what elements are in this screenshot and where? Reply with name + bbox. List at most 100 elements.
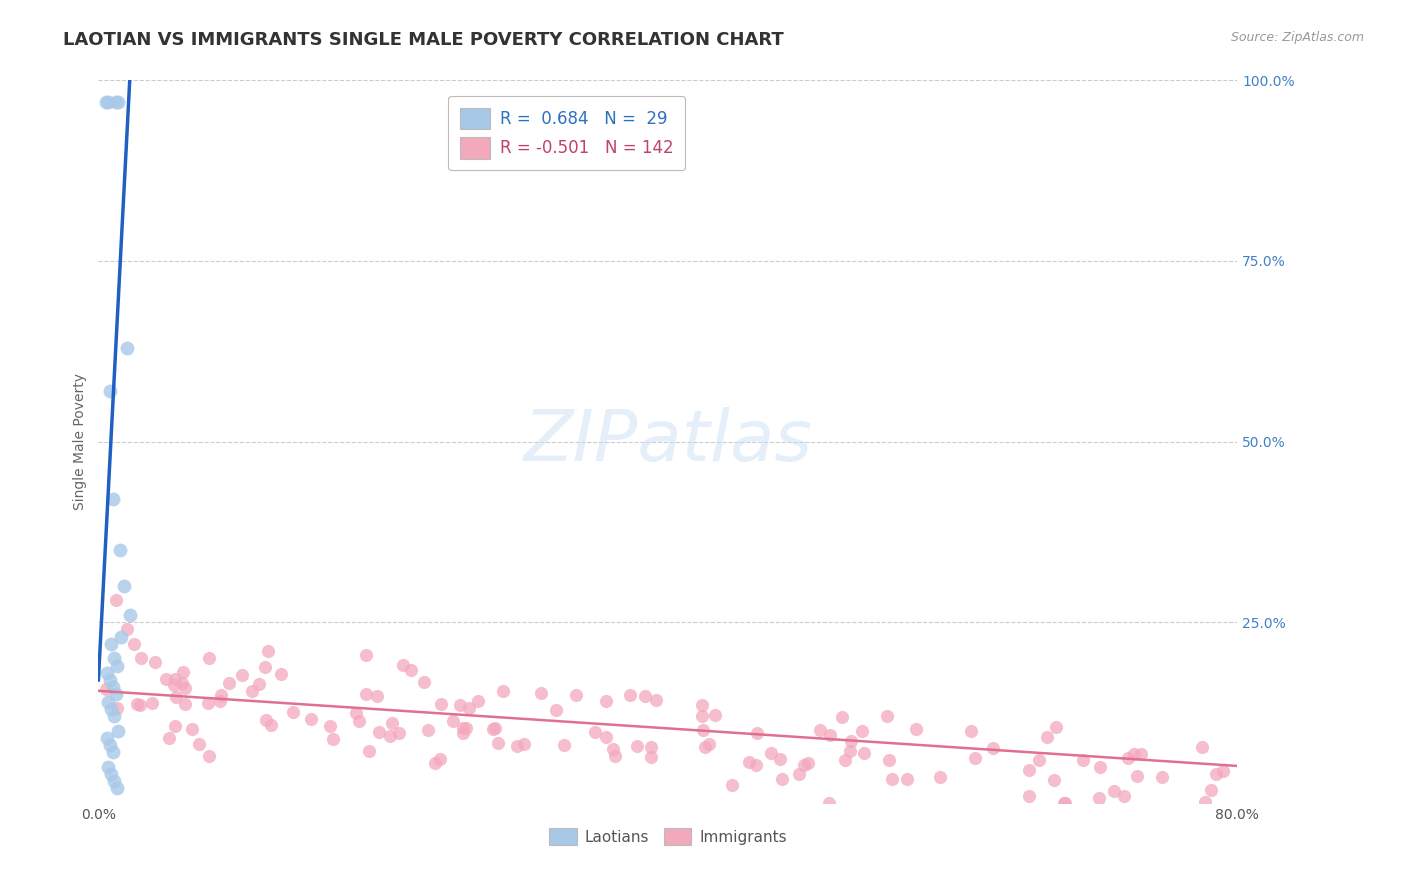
Point xyxy=(118,607,141,622)
Point xyxy=(98,738,121,752)
Point xyxy=(1043,772,1066,787)
Point xyxy=(834,753,856,767)
Point xyxy=(165,690,187,705)
Point xyxy=(1053,796,1076,810)
Point xyxy=(104,593,127,607)
Point xyxy=(423,756,446,770)
Point xyxy=(530,686,553,700)
Point xyxy=(820,728,842,742)
Point xyxy=(122,637,145,651)
Text: ZIPatlas: ZIPatlas xyxy=(523,407,813,476)
Point xyxy=(721,778,744,792)
Point xyxy=(98,673,121,687)
Point xyxy=(1102,783,1125,797)
Point xyxy=(851,723,873,738)
Point xyxy=(367,724,389,739)
Point xyxy=(105,781,128,796)
Point xyxy=(208,693,231,707)
Point xyxy=(96,681,118,696)
Point xyxy=(141,696,163,710)
Point xyxy=(876,708,898,723)
Point xyxy=(1125,769,1147,783)
Point xyxy=(197,651,219,665)
Point xyxy=(357,744,380,758)
Point xyxy=(451,726,474,740)
Point xyxy=(366,689,388,703)
Point xyxy=(197,696,219,710)
Point xyxy=(103,651,125,665)
Point xyxy=(1205,767,1227,781)
Point xyxy=(605,749,627,764)
Point xyxy=(808,723,831,738)
Point xyxy=(218,675,240,690)
Point xyxy=(105,658,128,673)
Point xyxy=(852,746,875,760)
Point xyxy=(690,698,713,712)
Point xyxy=(896,772,918,787)
Point xyxy=(430,698,453,712)
Point xyxy=(441,714,464,728)
Point xyxy=(129,651,152,665)
Point xyxy=(104,687,127,701)
Point xyxy=(737,755,759,769)
Point xyxy=(129,698,152,713)
Point xyxy=(838,744,860,758)
Point xyxy=(105,700,128,714)
Point xyxy=(640,750,662,764)
Point xyxy=(163,678,186,692)
Point xyxy=(1018,763,1040,777)
Point xyxy=(127,698,149,712)
Point xyxy=(283,705,305,719)
Point xyxy=(645,693,668,707)
Point xyxy=(1053,796,1076,810)
Point xyxy=(145,655,167,669)
Point xyxy=(467,694,489,708)
Point xyxy=(172,676,194,690)
Point xyxy=(877,753,900,767)
Point xyxy=(96,731,118,745)
Point xyxy=(769,752,792,766)
Point xyxy=(1123,747,1146,761)
Point xyxy=(1152,770,1174,784)
Point xyxy=(416,723,439,737)
Point xyxy=(451,722,474,736)
Point xyxy=(260,718,283,732)
Point xyxy=(1118,751,1140,765)
Point xyxy=(697,737,720,751)
Legend: Laotians, Immigrants: Laotians, Immigrants xyxy=(541,820,794,853)
Point xyxy=(449,698,471,713)
Point xyxy=(197,749,219,764)
Point xyxy=(254,713,277,727)
Point xyxy=(413,675,436,690)
Point xyxy=(787,766,810,780)
Point xyxy=(96,665,118,680)
Point xyxy=(929,770,952,784)
Point xyxy=(354,648,377,662)
Point xyxy=(981,741,1004,756)
Point xyxy=(155,672,177,686)
Point xyxy=(110,630,132,644)
Point xyxy=(1088,790,1111,805)
Point xyxy=(165,719,187,733)
Point xyxy=(100,637,122,651)
Point xyxy=(103,774,125,789)
Point xyxy=(492,683,515,698)
Point xyxy=(247,677,270,691)
Point xyxy=(101,492,124,507)
Point xyxy=(107,95,129,109)
Point xyxy=(1073,753,1095,767)
Point xyxy=(347,714,370,728)
Point xyxy=(429,752,451,766)
Point xyxy=(103,709,125,723)
Point xyxy=(115,341,138,355)
Point xyxy=(209,689,232,703)
Point xyxy=(94,95,117,109)
Point xyxy=(112,579,135,593)
Point xyxy=(602,741,624,756)
Point xyxy=(818,796,841,810)
Point xyxy=(253,660,276,674)
Point xyxy=(115,623,138,637)
Point xyxy=(108,542,131,557)
Point xyxy=(165,672,187,686)
Point xyxy=(1028,753,1050,767)
